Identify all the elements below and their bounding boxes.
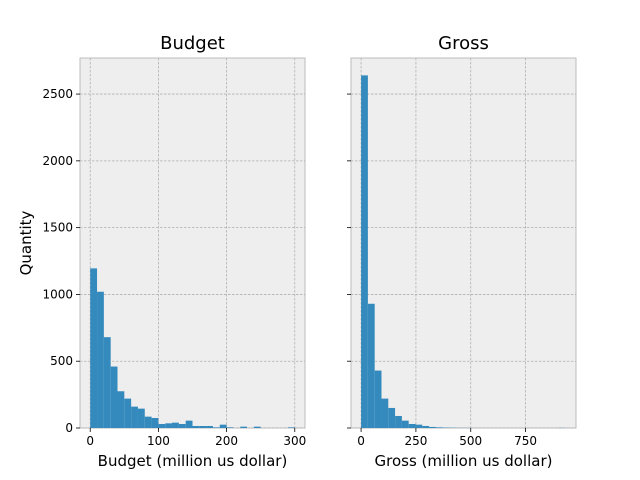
y-axis-label: Quantity xyxy=(17,210,35,275)
histogram-bar xyxy=(212,427,220,428)
chart-title-budget: Budget xyxy=(160,33,225,54)
chart-title-gross: Gross xyxy=(438,33,489,54)
histogram-bar xyxy=(137,408,145,428)
histogram-bar xyxy=(110,366,118,428)
y-tick-label: 500 xyxy=(50,354,73,368)
y-tick-label: 2000 xyxy=(42,154,73,168)
histogram-bar xyxy=(429,426,436,428)
y-tick-label: 2500 xyxy=(42,87,73,101)
x-tick-label: 250 xyxy=(404,434,427,448)
histogram-bar xyxy=(103,337,111,428)
histogram-bar xyxy=(192,425,200,428)
histogram-bar xyxy=(117,391,125,428)
histogram-bar xyxy=(90,268,98,428)
gross-subplot: 0 250 500 750 Gross Gross (million us dolla… xyxy=(347,33,577,470)
histogram-bar xyxy=(97,291,104,428)
budget-subplot: 0 100 200 300 0 500 1000 1500 2000 2500 Budget Bu… xyxy=(17,33,306,470)
histogram-bar xyxy=(401,420,409,428)
x-tick-label: 750 xyxy=(514,434,537,448)
y-tick-label: 1500 xyxy=(42,221,73,235)
histogram-bar xyxy=(172,422,179,428)
histogram-bar xyxy=(395,415,402,428)
histogram-bar xyxy=(226,427,234,428)
x-tick-label: 0 xyxy=(357,434,365,448)
histogram-bar xyxy=(287,427,295,428)
histogram-bar xyxy=(165,423,173,428)
histogram-bar xyxy=(144,416,152,428)
histogram-bar xyxy=(408,423,416,428)
x-tick-label: 100 xyxy=(147,434,170,448)
histogram-bar xyxy=(240,426,248,428)
histogram-bar xyxy=(151,417,159,428)
histogram-bar xyxy=(374,370,382,428)
histogram-bar xyxy=(206,425,213,428)
histogram-bar xyxy=(131,406,138,428)
histogram-bar xyxy=(422,425,430,428)
histogram-bar xyxy=(158,423,166,428)
histogram-bar xyxy=(253,426,261,428)
histogram-bar xyxy=(435,427,443,428)
histogram-bar xyxy=(178,423,186,428)
y-tick-label: 0 xyxy=(65,421,73,435)
ticks-gross: 0 250 500 750 xyxy=(347,93,537,448)
y-tick-label: 1000 xyxy=(42,287,73,301)
ticks-budget: 0 100 200 300 0 500 1000 1500 2000 2500 xyxy=(42,87,306,448)
plot-area-gross xyxy=(350,57,577,429)
x-tick-label: 500 xyxy=(459,434,482,448)
bars-budget xyxy=(90,268,295,428)
histogram-bar xyxy=(367,303,375,428)
histogram-bar xyxy=(361,75,368,428)
histogram-bar xyxy=(185,420,193,428)
x-tick-label: 200 xyxy=(215,434,238,448)
histogram-bar xyxy=(381,398,389,428)
histogram-bar xyxy=(415,424,423,428)
histogram-bar xyxy=(199,425,207,428)
histogram-bar xyxy=(124,398,132,428)
x-tick-label: 300 xyxy=(283,434,306,448)
x-axis-label-budget: Budget (million us dollar) xyxy=(98,452,288,470)
bars-gross xyxy=(361,75,566,428)
plot-area-budget xyxy=(79,57,306,429)
histogram-bar xyxy=(219,424,227,428)
histogram-bar xyxy=(388,407,396,428)
x-axis-label-gross: Gross (million us dollar) xyxy=(375,452,553,470)
x-tick-label: 0 xyxy=(86,434,94,448)
